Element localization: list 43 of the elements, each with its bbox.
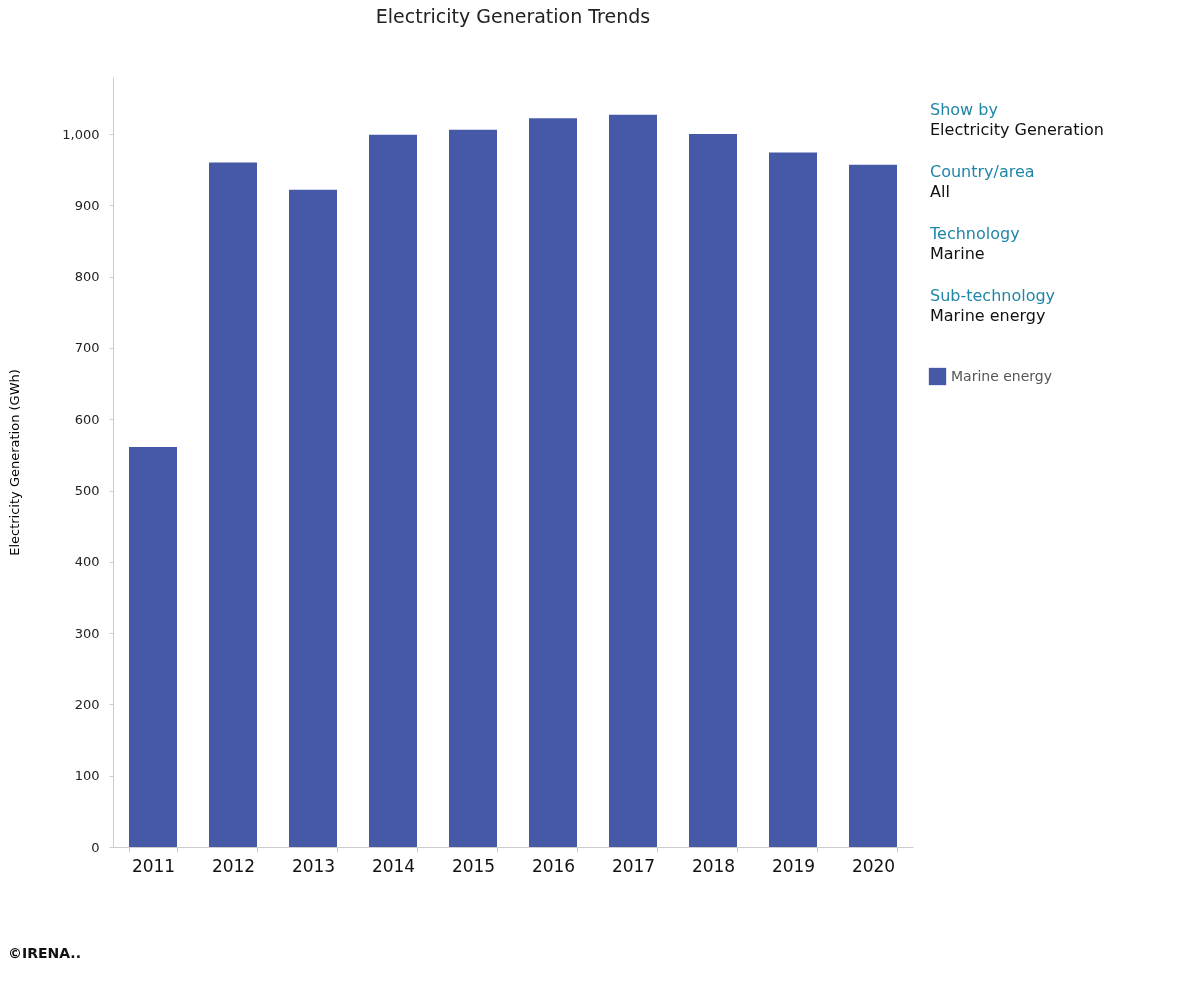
y-tick-label: 200 [74,696,100,712]
x-tick-label: 2019 [771,855,816,876]
bar [369,134,417,847]
y-tick-label: 900 [74,197,100,213]
x-tick-label: 2018 [691,855,736,876]
text: Marine energy [930,306,1047,326]
y-axis-title: Electricity Generation (GWh) [7,369,23,556]
bar [209,162,257,847]
text: ©IRENA.. [8,945,82,961]
x-tick-label: 2015 [451,855,496,876]
y-tick-label: 300 [74,625,100,641]
legend-label: Marine energy [951,367,1053,384]
bar [689,134,737,847]
x-tick-label: 2014 [371,855,416,876]
y-tick-label: 100 [74,768,100,784]
x-tick-label: 2017 [611,855,656,876]
x-tick-label: 2016 [531,855,576,876]
bar [609,114,657,847]
bar [449,129,497,847]
x-tick-label: 2013 [291,855,336,876]
text: Country/area [930,162,1036,182]
x-tick-label: 2012 [211,855,256,876]
bar [129,447,177,847]
bar [769,152,817,847]
text: Marine [930,244,986,264]
text: Technology [930,224,1021,244]
x-tick-label: 2011 [131,855,176,876]
y-tick-label: 1,000 [62,126,100,142]
bar [529,118,577,847]
text: Show by [930,100,999,120]
text: Electricity Generation [930,120,1104,140]
chart-title: Electricity Generation Trends [375,5,651,27]
y-tick-label: 400 [74,554,100,570]
y-tick-label: 600 [74,411,100,427]
y-tick-label: 0 [91,839,100,855]
bar [849,164,897,847]
x-tick-label: 2020 [851,855,896,876]
y-tick-label: 500 [74,483,100,499]
bar [289,189,337,847]
y-tick-label: 800 [74,269,100,285]
y-tick-label: 700 [74,340,100,356]
text: All [930,182,951,202]
text: Sub-technology [930,286,1057,306]
